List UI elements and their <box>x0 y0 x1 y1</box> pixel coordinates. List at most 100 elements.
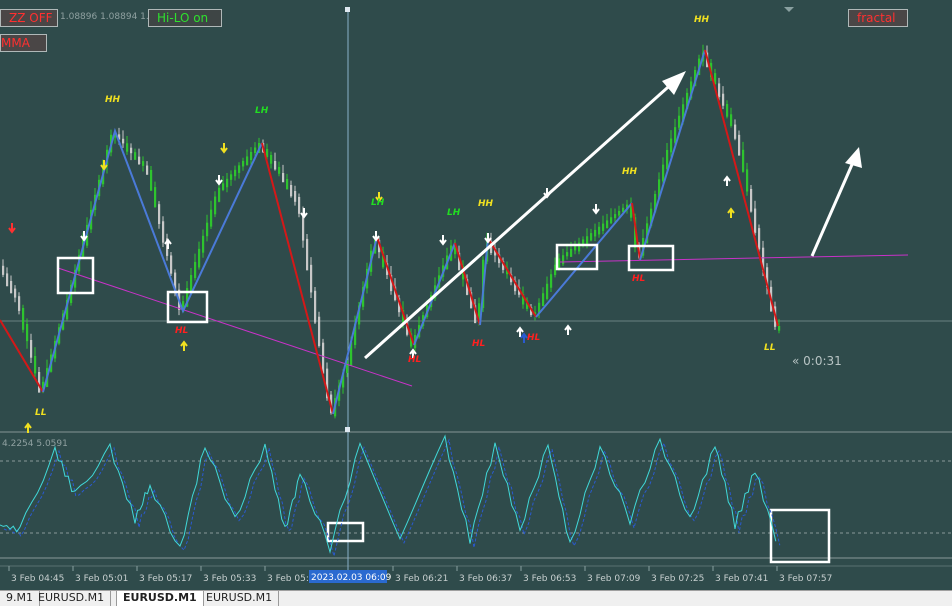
candle-body <box>342 372 345 388</box>
candle-body <box>410 333 413 347</box>
swing-label-ll: LL <box>764 343 776 353</box>
candle-body <box>594 229 597 237</box>
trendline-descending[interactable] <box>57 267 413 387</box>
candle-body <box>494 247 497 256</box>
candle-body <box>210 209 213 227</box>
time-axis-label: 3 Feb 07:57 <box>779 574 832 584</box>
candle-body <box>170 255 173 274</box>
highlight-box[interactable] <box>627 244 675 272</box>
candle-body <box>650 208 653 227</box>
candle-body <box>662 164 665 182</box>
candle-body <box>682 104 685 122</box>
candle-body <box>634 217 637 248</box>
shift-marker-icon[interactable] <box>784 7 794 12</box>
swing-label-lh: LH <box>255 106 269 116</box>
zigzag-toggle-button[interactable]: ZZ OFF <box>0 9 58 27</box>
hilo-toggle-button[interactable]: Hi-LO on <box>148 9 222 27</box>
candle-body <box>150 170 153 191</box>
highlight-box[interactable] <box>56 256 95 295</box>
chart-tab-active[interactable]: EURUSD.M1 <box>116 591 204 606</box>
candle-body <box>474 305 477 324</box>
candle-body <box>654 194 657 213</box>
crosshair-handle-bottom[interactable] <box>345 427 350 432</box>
candle-body <box>514 280 517 292</box>
candle-body <box>762 247 765 272</box>
fractal-toggle-button[interactable]: fractal <box>848 9 908 27</box>
candle-body <box>66 300 69 320</box>
candle-body <box>246 156 249 166</box>
candle-body <box>122 138 125 144</box>
candle-body <box>114 134 117 138</box>
time-axis-label: 3 Feb 04:45 <box>11 574 64 584</box>
candle-body <box>618 210 621 216</box>
oscillator-signal-line <box>3 438 781 558</box>
chart-tab-bar: 9.M1 EURUSD.M1 EURUSD.M1 EURUSD.M1 <box>0 590 952 606</box>
fractal-down-arrow-icon <box>592 204 600 215</box>
fractal-down-arrow-icon <box>300 208 308 219</box>
bar-countdown: « 0:0:31 <box>792 354 842 368</box>
candle-body <box>554 264 557 276</box>
swing-label-hl: HL <box>632 274 646 284</box>
candle-body <box>498 254 501 264</box>
chart-tab[interactable]: EURUSD.M1 <box>200 591 280 606</box>
highlight-box[interactable] <box>326 521 365 543</box>
time-axis: 3 Feb 04:45 3 Feb 05:01 3 Feb 05:17 3 Feb 0… <box>8 566 832 584</box>
candle-body <box>218 187 221 202</box>
candle-body <box>754 208 757 233</box>
swing-label-lh: LH <box>447 208 461 218</box>
candle-body <box>666 150 669 170</box>
fractal-up-arrow-icon <box>516 326 524 337</box>
fractal-down-arrow-icon <box>439 235 447 246</box>
fractal-up-arrow-icon <box>409 348 417 359</box>
candle-body <box>222 183 225 190</box>
fractal-up-arrow-icon <box>180 340 188 351</box>
candle-body <box>678 115 681 128</box>
candle-body <box>598 226 601 235</box>
fractal-arrows <box>8 143 735 433</box>
candle-body <box>18 296 21 311</box>
candle-body <box>158 204 161 224</box>
candle-body <box>214 196 217 215</box>
candle-body <box>578 242 581 252</box>
candle-body <box>522 293 525 305</box>
candle-body <box>586 236 589 244</box>
candle-body <box>10 281 13 294</box>
swing-label-hl: HL <box>472 339 486 349</box>
candle-body <box>146 165 149 175</box>
trendline-horizontal[interactable] <box>559 254 909 263</box>
candle-body <box>310 264 313 293</box>
fractal-up-arrow-icon <box>520 332 528 343</box>
swing-label-hh: HH <box>694 15 710 25</box>
candle-body <box>502 261 505 270</box>
swing-label-lh: LH <box>371 198 385 208</box>
highlight-box[interactable] <box>555 243 599 271</box>
candle-body <box>206 222 209 237</box>
candle-body <box>606 220 609 229</box>
candle-body <box>326 368 329 399</box>
candle-body <box>302 212 305 241</box>
candle-body <box>718 83 721 98</box>
highlight-box[interactable] <box>166 290 209 324</box>
candle-body <box>162 221 165 243</box>
candle-body <box>470 292 473 309</box>
crosshair-handle-top[interactable] <box>345 7 350 12</box>
candle-body <box>14 288 17 298</box>
candle-body <box>714 73 717 85</box>
candle-body <box>42 381 45 389</box>
candle-body <box>510 274 513 283</box>
chart-tab[interactable]: EURUSD.M1 <box>32 591 112 606</box>
candle-body <box>530 307 533 316</box>
candle-body <box>38 372 41 393</box>
time-axis-label: 3 Feb 06:53 <box>523 574 576 584</box>
trend-arrow-drawing[interactable] <box>364 71 686 360</box>
candle-body <box>2 265 5 275</box>
candle-body <box>254 147 257 154</box>
chart-tab[interactable]: 9.M1 <box>0 591 40 606</box>
candle-body <box>138 156 141 165</box>
highlight-box[interactable] <box>769 508 831 564</box>
candle-body <box>198 248 201 268</box>
trend-arrow-drawing[interactable] <box>810 147 862 257</box>
ma-toggle-button[interactable]: MMA <box>0 34 47 52</box>
